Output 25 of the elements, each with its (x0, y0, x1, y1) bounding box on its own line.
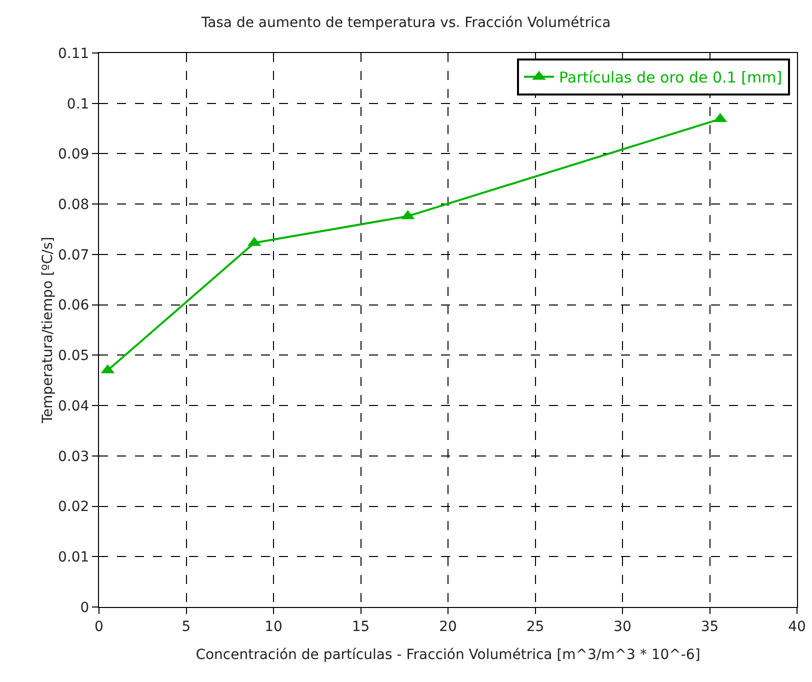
x-tick-label: 20 (439, 618, 457, 635)
y-tick-label: 0.04 (58, 398, 90, 414)
x-tick-label: 30 (614, 618, 632, 635)
y-tick-label: 0.02 (58, 499, 90, 516)
x-tick-label: 10 (264, 618, 282, 635)
y-tick-label: 0.09 (58, 146, 90, 163)
y-tick-label: 0.03 (58, 448, 90, 465)
y-tick-label: 0.07 (58, 247, 90, 264)
y-tick-label: 0.1 (66, 96, 90, 112)
x-tick-label: 35 (700, 618, 719, 635)
y-tick-label: 0.01 (58, 550, 90, 566)
x-tick-label: 40 (788, 618, 806, 635)
legend-label: Partículas de oro de 0.1 [mm] (559, 68, 782, 87)
x-tick-label: 0 (94, 618, 104, 635)
y-tick-label: 0.08 (58, 196, 90, 213)
y-tick-label: 0.11 (58, 46, 90, 62)
y-tick-label: 0.06 (58, 298, 90, 314)
x-tick-label: 5 (182, 618, 191, 635)
chart-title: Tasa de aumento de temperatura vs. Fracción Volumétrica (200, 14, 611, 31)
x-tick-label: 25 (526, 618, 544, 635)
x-tick-label: 15 (352, 618, 370, 635)
y-tick-label: 0 (80, 600, 90, 616)
x-axis-title: Concentración de partículas - Fracción Volumétrica [m^3/m^3 * 10^-6] (196, 647, 700, 663)
y-tick-label: 0.05 (58, 348, 90, 364)
y-axis-title: Temperatura/tiempo [ºC/s] (40, 236, 56, 424)
